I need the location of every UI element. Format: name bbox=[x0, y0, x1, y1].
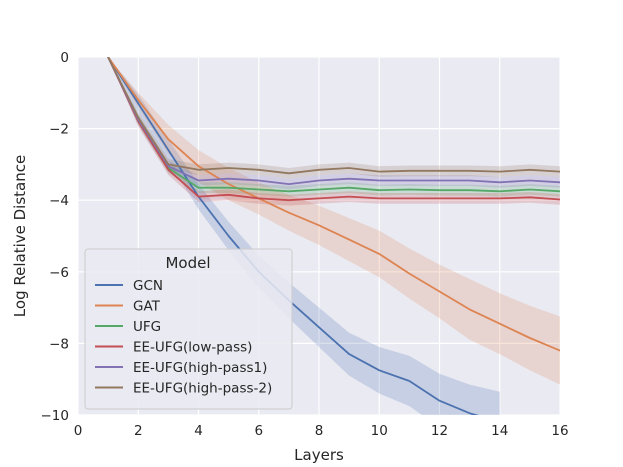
series-line-ee-ufg-high-pass-2 bbox=[107, 57, 560, 175]
band-ee-ufg-high-pass1 bbox=[108, 57, 560, 190]
x-tick-label: 2 bbox=[134, 423, 143, 439]
legend-label-gat: GAT bbox=[133, 299, 161, 315]
x-axis-label: Layers bbox=[294, 446, 344, 464]
legend-label-ee-ufg-high-pass-2: EE-UFG(high-pass-2) bbox=[133, 381, 272, 397]
x-tick-label: 4 bbox=[194, 423, 203, 439]
x-tick-label: 10 bbox=[371, 423, 388, 439]
series-lines bbox=[107, 57, 560, 415]
x-tick-label: 12 bbox=[431, 423, 448, 439]
legend-label-ee-ufg-low-pass: EE-UFG(low-pass) bbox=[133, 340, 252, 356]
legend-title: Model bbox=[165, 254, 210, 272]
series-line-gat bbox=[107, 57, 560, 352]
y-axis-label: Log Relative Distance bbox=[11, 155, 29, 317]
x-tick-label: 8 bbox=[315, 423, 324, 439]
series-line-ee-ufg-low-pass bbox=[107, 57, 560, 202]
band-ee-ufg-high-pass-2 bbox=[108, 57, 560, 179]
y-tick-label: −8 bbox=[49, 336, 69, 352]
x-tick-label: 16 bbox=[551, 423, 568, 439]
legend-items: GCN GAT UFG EE-UFG(low-pass) EE-UFG(high-pas… bbox=[95, 278, 272, 397]
x-tick-label: 14 bbox=[491, 423, 508, 439]
series-line-ee-ufg-high-pass1 bbox=[107, 57, 560, 186]
x-tick-label: 6 bbox=[254, 423, 263, 439]
legend-label-ee-ufg-high-pass1: EE-UFG(high-pass1) bbox=[133, 360, 267, 376]
y-tick-label: 0 bbox=[60, 50, 69, 66]
x-tick-label: 0 bbox=[74, 423, 83, 439]
legend-label-gcn: GCN bbox=[133, 278, 163, 294]
series-line-gcn bbox=[107, 57, 479, 415]
series-line-ufg bbox=[107, 57, 560, 193]
legend-box bbox=[84, 248, 293, 410]
grid bbox=[77, 56, 561, 416]
legend-label-ufg: UFG bbox=[133, 319, 161, 335]
y-tick-labels: 0 −2 −4 −6 −8 −10 bbox=[41, 50, 70, 424]
confidence-bands bbox=[108, 57, 560, 415]
y-tick-label: −2 bbox=[49, 122, 69, 138]
y-tick-label: −4 bbox=[49, 193, 69, 209]
legend: Model GCN GAT UFG EE-UFG(low-pass) EE-UFG(hi… bbox=[84, 248, 293, 410]
y-tick-label: −10 bbox=[41, 408, 70, 424]
x-tick-labels: 0 2 4 6 8 10 12 14 16 bbox=[74, 423, 569, 439]
band-gat bbox=[108, 57, 560, 385]
y-tick-label: −6 bbox=[49, 265, 69, 281]
